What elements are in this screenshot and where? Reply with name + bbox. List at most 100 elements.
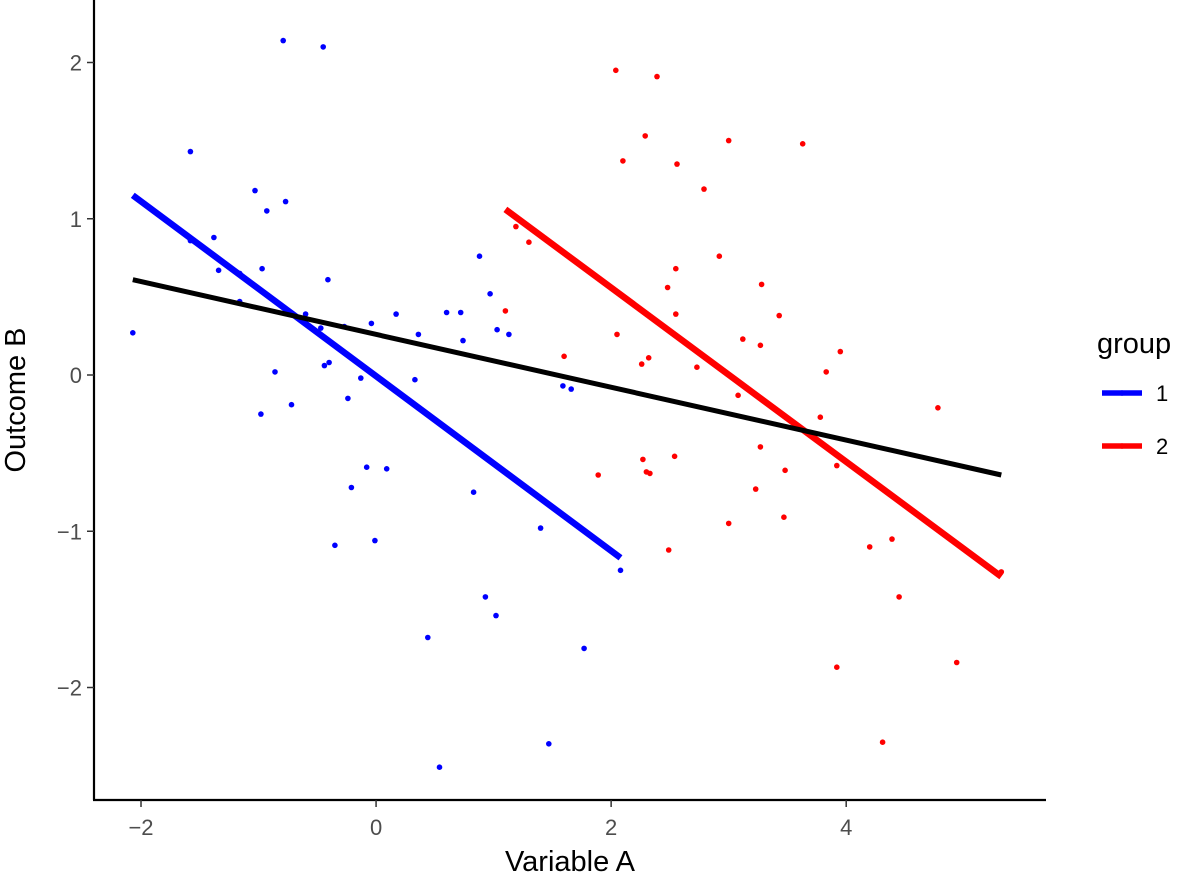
legend-title: group [1097, 328, 1171, 360]
point-group-2-39 [834, 462, 840, 469]
point-group-1-1 [130, 330, 136, 336]
point-group-2-26 [725, 137, 732, 144]
point-group-1-2 [187, 148, 194, 155]
point-group-1-21 [326, 359, 332, 366]
point-group-1-36 [443, 309, 450, 316]
point-group-2-19 [673, 265, 679, 272]
point-group-1-31 [393, 311, 399, 317]
point-group-1-26 [358, 375, 364, 381]
legend-key-1-point [1119, 390, 1125, 396]
point-group-1-5 [215, 267, 222, 274]
point-group-1-10 [258, 411, 264, 417]
point-group-1-28 [368, 320, 375, 327]
fit-line-group-2 [503, 206, 1004, 580]
y-tick-label: 0 [70, 363, 82, 388]
point-group-2-27 [735, 392, 741, 399]
point-group-1-16 [302, 311, 309, 317]
x-axis-title: Variable A [505, 846, 636, 877]
point-group-1-46 [537, 525, 544, 531]
point-group-2-45 [896, 594, 902, 600]
point-group-1-13 [280, 37, 287, 44]
point-group-2-23 [701, 186, 707, 192]
point-group-2-47 [953, 659, 960, 666]
point-group-1-47 [546, 741, 552, 747]
point-group-2-18 [671, 453, 678, 460]
point-group-2-2 [513, 223, 519, 230]
point-group-2-4 [561, 353, 567, 360]
fit-lines-layer [130, 192, 1004, 580]
point-group-2-37 [817, 414, 824, 421]
axes [92, 0, 1046, 802]
point-group-2-43 [879, 739, 886, 745]
point-group-2-34 [781, 514, 787, 520]
point-group-1-27 [363, 464, 370, 471]
point-group-2-1 [502, 308, 509, 314]
point-group-1-9 [259, 265, 265, 272]
point-group-1-24 [345, 395, 351, 402]
point-group-2-3 [526, 239, 532, 245]
point-group-2-17 [665, 547, 672, 553]
point-group-1-40 [476, 253, 483, 259]
y-tick-label: −1 [57, 519, 82, 544]
point-group-1-41 [482, 594, 489, 600]
point-group-1-34 [425, 634, 431, 641]
x-tick-label: 4 [840, 815, 852, 840]
y-tick-label: 2 [70, 51, 82, 76]
point-group-1-48 [560, 383, 566, 389]
fit-line-overall [132, 277, 1002, 478]
point-group-1-37 [457, 309, 464, 316]
point-group-2-20 [673, 311, 679, 317]
point-group-2-42 [866, 544, 873, 550]
point-group-1-32 [412, 376, 418, 383]
point-group-1-20 [325, 276, 331, 283]
point-group-1-35 [436, 764, 443, 770]
point-group-1-42 [487, 291, 493, 297]
point-group-1-38 [460, 337, 466, 344]
point-group-1-43 [493, 612, 499, 619]
point-group-2-46 [935, 405, 941, 411]
point-group-2-8 [620, 158, 626, 164]
point-group-2-9 [638, 361, 645, 367]
point-group-2-29 [752, 486, 759, 492]
point-group-1-29 [372, 537, 378, 544]
point-group-2-7 [614, 331, 620, 338]
point-group-2-33 [776, 312, 782, 319]
point-group-2-32 [758, 281, 765, 288]
point-group-1-44 [494, 326, 500, 333]
point-group-1-50 [581, 645, 587, 652]
legend: group 1 2 [1097, 328, 1171, 459]
point-group-2-41 [837, 348, 844, 355]
legend-key-2-point [1119, 443, 1125, 449]
point-group-1-51 [617, 567, 624, 574]
y-tick-label: −2 [57, 676, 82, 701]
point-group-1-49 [568, 386, 574, 392]
point-group-2-6 [613, 67, 619, 74]
point-group-2-14 [647, 470, 653, 477]
point-group-2-44 [889, 536, 895, 542]
point-group-2-36 [799, 141, 806, 147]
points-layer [130, 37, 1005, 770]
point-group-1-8 [252, 187, 258, 194]
point-group-2-5 [595, 472, 601, 478]
point-group-2-40 [834, 664, 840, 670]
legend-label-2: 2 [1156, 434, 1168, 459]
point-group-1-45 [506, 331, 512, 338]
point-group-2-24 [716, 253, 723, 259]
point-group-1-18 [320, 44, 327, 50]
point-group-1-14 [282, 198, 289, 205]
point-group-1-11 [264, 208, 270, 214]
point-group-1-4 [211, 234, 217, 241]
point-group-2-28 [740, 336, 746, 342]
legend-label-1: 1 [1156, 381, 1168, 406]
x-tick-label: −2 [128, 815, 153, 840]
point-group-1-19 [321, 362, 328, 369]
point-group-1-15 [288, 401, 295, 408]
point-group-2-35 [782, 467, 788, 474]
point-group-2-31 [757, 342, 764, 349]
x-tick-label: 2 [605, 815, 617, 840]
point-group-1-17 [318, 325, 324, 331]
point-group-1-30 [383, 466, 390, 472]
fit-line-group-1 [130, 192, 623, 561]
point-group-1-25 [348, 484, 355, 491]
